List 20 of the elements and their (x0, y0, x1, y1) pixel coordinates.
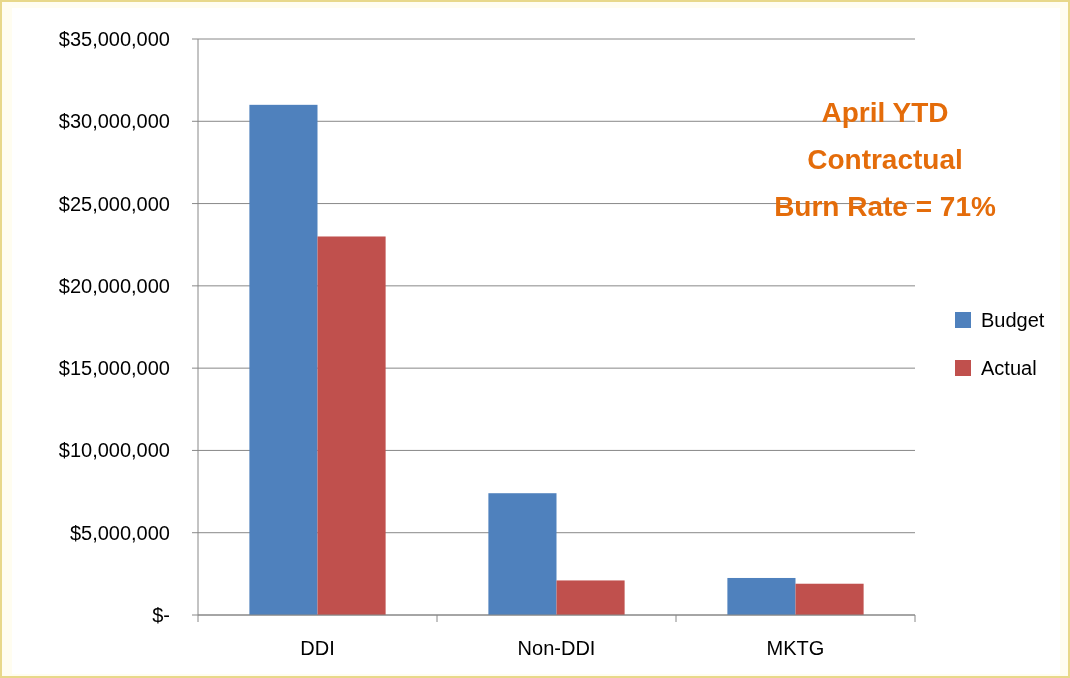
bar (795, 583, 864, 615)
bar (317, 236, 386, 615)
y-tick-label: $15,000,000 (58, 357, 170, 380)
y-tick-label: $- (152, 604, 170, 626)
y-tick-label: $35,000,000 (58, 28, 170, 50)
bar (556, 580, 625, 615)
y-tick-label: $30,000,000 (58, 110, 170, 133)
y-tick-label: $25,000,000 (58, 192, 170, 215)
x-tick-label: DDI (300, 637, 335, 659)
y-tick-label: $20,000,000 (58, 274, 170, 297)
x-tick-label: Non-DDI (517, 637, 596, 659)
legend-label: Actual (981, 357, 1037, 379)
y-tick-label: $10,000,000 (58, 439, 170, 462)
legend-label: Budget (981, 309, 1045, 331)
y-tick-label: $5,000,000 (69, 521, 170, 544)
bar (488, 493, 557, 615)
x-tick-label: MKTG (766, 637, 825, 659)
bar (249, 104, 318, 615)
bar (727, 577, 796, 615)
annotation: April YTD Contractual Burn Rate = 71% (774, 97, 996, 222)
